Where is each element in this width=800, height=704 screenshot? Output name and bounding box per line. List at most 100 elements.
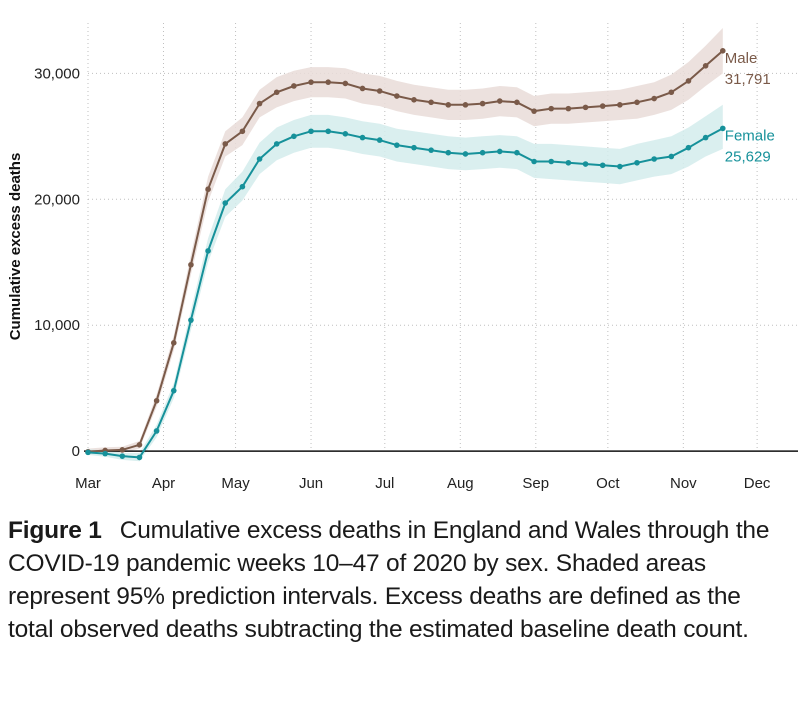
- female-point: [222, 200, 229, 206]
- female-point: [359, 134, 366, 141]
- male-point: [188, 261, 194, 268]
- series-lines: [87, 50, 724, 459]
- female-point: [651, 156, 657, 162]
- female-point: [273, 141, 280, 147]
- male-end-value: 31,791: [725, 71, 771, 88]
- excess-deaths-chart: 0 10,000 20,000 30,000 Mar Apr May Jun Jul Aug Se…: [7, 23, 798, 492]
- male-point: [719, 48, 726, 54]
- male-point: [342, 80, 349, 87]
- male-point: [514, 99, 520, 106]
- male-point: [170, 340, 177, 346]
- male-point: [479, 100, 486, 107]
- male-point: [119, 447, 126, 453]
- female-point: [634, 159, 640, 166]
- male-point: [394, 93, 400, 99]
- female-point: [153, 428, 160, 434]
- x-tick-label: Nov: [670, 475, 697, 492]
- female-point: [342, 131, 349, 137]
- female-point: [565, 159, 572, 166]
- male-point: [634, 99, 640, 106]
- female-point: [291, 133, 297, 140]
- female-point: [668, 153, 675, 160]
- male-point: [308, 79, 314, 85]
- female-line: [87, 127, 724, 459]
- male-point: [651, 95, 657, 102]
- x-axis-ticks: Mar Apr May Jun Jul Aug Sep Oct Nov Dec: [75, 475, 771, 492]
- female-point: [479, 149, 486, 156]
- female-point: [170, 387, 177, 394]
- female-point: [617, 163, 623, 170]
- female-point: [188, 317, 194, 323]
- male-point: [685, 78, 692, 84]
- female-point: [239, 183, 246, 190]
- female-point: [205, 248, 211, 254]
- x-tick-label: Aug: [447, 475, 474, 492]
- series-end-labels: Male 31,791 Female 25,629: [725, 50, 775, 166]
- x-tick-label: Dec: [744, 475, 771, 492]
- female-point: [136, 454, 143, 461]
- y-axis-ticks: 0 10,000 20,000 30,000: [34, 65, 80, 460]
- caption-text: Cumulative excess deaths in England and …: [8, 517, 770, 643]
- male-point: [205, 186, 211, 193]
- prediction-interval-bands: [88, 28, 723, 462]
- x-tick-label: Sep: [522, 475, 549, 492]
- male-point: [411, 97, 417, 103]
- female-point: [462, 151, 469, 157]
- y-tick-label: 10,000: [34, 317, 80, 334]
- male-point: [153, 397, 160, 404]
- male-point: [291, 83, 297, 89]
- female-point: [496, 148, 503, 155]
- male-point: [531, 108, 537, 114]
- y-axis-label: Cumulative excess deaths: [7, 153, 24, 341]
- y-tick-label: 30,000: [34, 65, 80, 82]
- male-band: [88, 28, 723, 455]
- figure-label: Figure 1: [8, 517, 102, 544]
- female-point: [445, 149, 452, 156]
- figure-caption: Figure 1 Cumulative excess deaths in Engl…: [8, 514, 792, 646]
- female-point: [85, 449, 91, 456]
- male-point: [136, 442, 143, 448]
- male-point: [582, 104, 589, 111]
- male-point: [325, 79, 331, 85]
- female-point: [702, 134, 709, 141]
- male-point: [222, 141, 229, 147]
- male-point: [668, 89, 675, 96]
- male-point: [376, 88, 383, 94]
- y-tick-label: 20,000: [34, 191, 80, 208]
- male-point: [565, 105, 572, 112]
- male-point: [617, 102, 623, 108]
- series-points: [85, 48, 726, 461]
- female-point: [582, 161, 589, 167]
- male-point: [428, 99, 434, 106]
- y-tick-label: 0: [72, 443, 80, 460]
- male-point: [359, 85, 366, 92]
- female-point: [102, 450, 108, 457]
- male-point: [239, 128, 246, 135]
- female-point: [308, 128, 314, 135]
- female-point: [514, 149, 520, 156]
- female-point: [599, 162, 606, 169]
- x-tick-label: Jul: [375, 475, 394, 492]
- x-tick-label: Oct: [596, 475, 620, 492]
- male-point: [496, 98, 503, 104]
- female-point: [256, 156, 263, 162]
- female-end-value: 25,629: [725, 148, 771, 165]
- male-point: [702, 63, 709, 69]
- female-point: [325, 128, 331, 135]
- female-band: [88, 104, 723, 462]
- x-tick-label: Mar: [75, 475, 101, 492]
- female-point: [394, 142, 400, 148]
- female-point: [548, 158, 555, 165]
- female-point: [428, 147, 434, 153]
- female-point: [531, 158, 537, 165]
- male-series-name: Male: [725, 50, 758, 67]
- male-point: [462, 102, 469, 108]
- female-series-name: Female: [725, 127, 775, 144]
- x-tick-label: Jun: [299, 475, 323, 492]
- female-point: [719, 125, 726, 132]
- female-point: [376, 137, 383, 143]
- male-point: [548, 105, 555, 112]
- male-point: [599, 103, 606, 109]
- female-point: [685, 144, 692, 151]
- male-line: [87, 50, 724, 453]
